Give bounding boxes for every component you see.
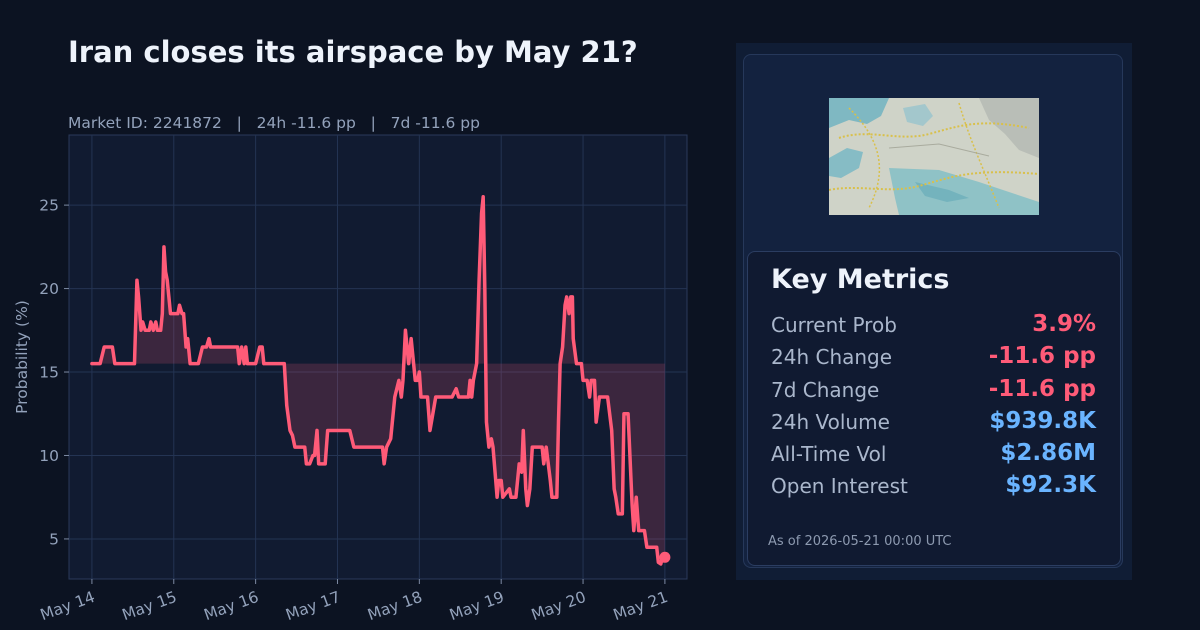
x-tick-label: May 14 xyxy=(38,588,97,624)
x-tick-label: May 15 xyxy=(120,588,179,624)
metric-value-24h-volume: $939.8K xyxy=(989,408,1096,434)
as-of-timestamp: As of 2026-05-21 00:00 UTC xyxy=(768,534,952,549)
y-tick-label: 20 xyxy=(39,280,59,298)
metric-value-current-prob: 3.9% xyxy=(1032,311,1096,337)
plot-area xyxy=(68,134,688,580)
metric-value-open-interest: $92.3K xyxy=(1005,472,1096,498)
key-metrics-card xyxy=(747,251,1121,566)
y-tick-label: 25 xyxy=(39,197,59,215)
metric-label-24h-change: 24h Change xyxy=(771,345,893,369)
x-tick-label: May 21 xyxy=(611,588,670,624)
y-tick-label: 10 xyxy=(39,447,59,465)
x-tick-label: May 16 xyxy=(202,588,261,624)
metric-label-current-prob: Current Prob xyxy=(771,313,897,337)
last-value-marker xyxy=(659,551,671,563)
key-metrics-title: Key Metrics xyxy=(771,264,950,295)
x-tick-label: May 18 xyxy=(365,588,424,624)
market-subtitle: Market ID: 2241872 | 24h -11.6 pp | 7d -… xyxy=(68,114,480,132)
y-axis-label: Probability (%) xyxy=(13,300,31,414)
metric-value-all-time-vol: $2.86M xyxy=(1000,440,1096,466)
x-tick-label: May 19 xyxy=(447,588,506,624)
metric-label-24h-volume: 24h Volume xyxy=(771,410,890,434)
map-thumbnail xyxy=(829,98,1039,215)
metric-label-all-time-vol: All-Time Vol xyxy=(771,442,887,466)
y-tick-label: 5 xyxy=(49,530,59,548)
series-line xyxy=(90,195,667,566)
metric-label-open-interest: Open Interest xyxy=(771,474,908,498)
probability-chart: May 14 May 15 May 16 May 17 May 18 May 19 May … xyxy=(13,134,688,624)
x-tick-label: May 20 xyxy=(529,588,588,624)
metric-value-24h-change: -11.6 pp xyxy=(988,343,1096,369)
y-tick-label: 15 xyxy=(39,364,59,382)
metric-value-7d-change: -11.6 pp xyxy=(988,376,1096,402)
x-tick-label: May 17 xyxy=(283,588,342,624)
chart-title: Iran closes its airspace by May 21? xyxy=(68,35,638,69)
metric-label-7d-change: 7d Change xyxy=(771,378,880,402)
